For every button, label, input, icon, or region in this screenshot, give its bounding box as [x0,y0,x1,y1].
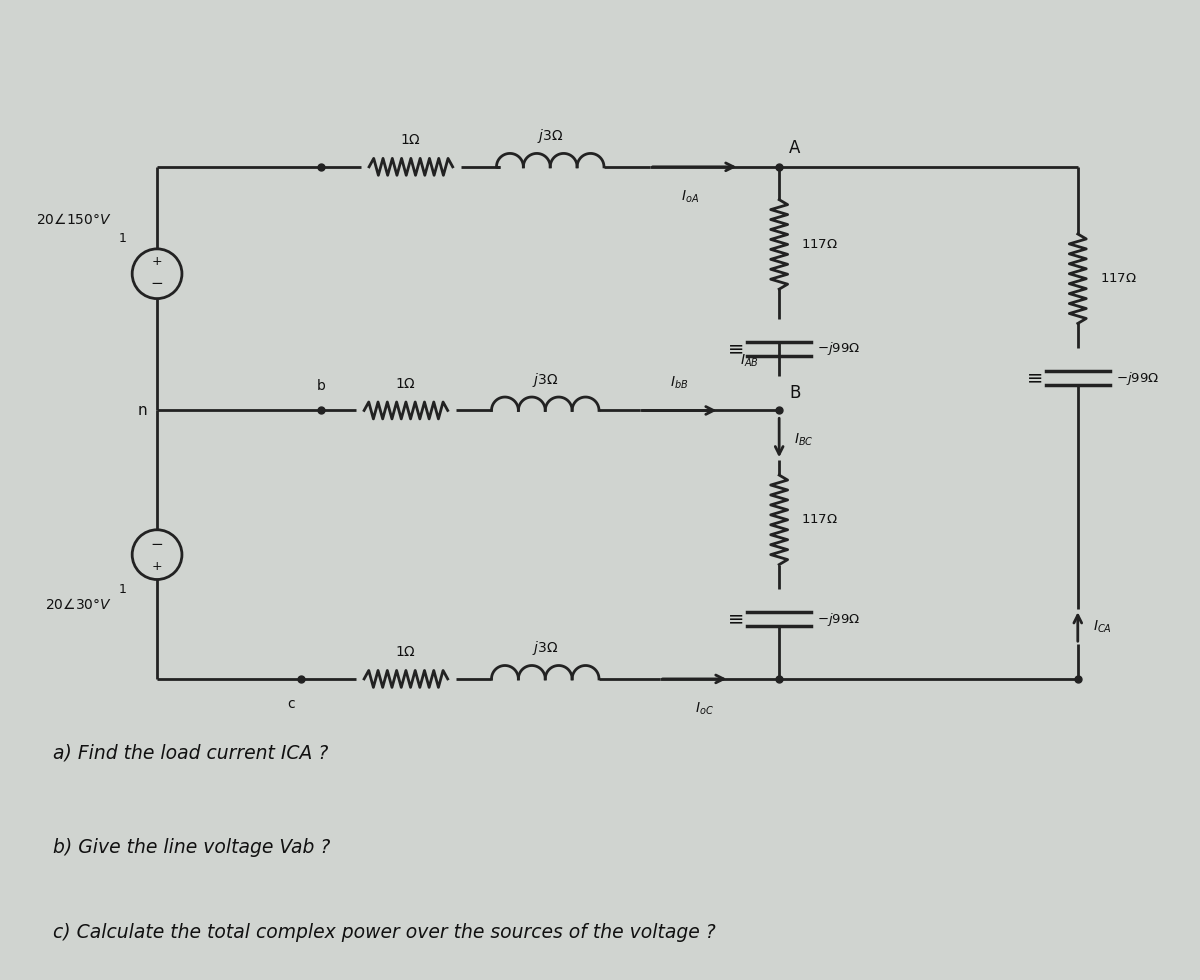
Text: A: A [790,139,800,157]
Text: $I_{oC}$: $I_{oC}$ [695,701,714,717]
Text: $117\Omega$: $117\Omega$ [802,514,838,526]
Text: c: c [288,697,295,710]
Text: $1\Omega$: $1\Omega$ [401,133,421,147]
Text: $\equiv$: $\equiv$ [725,610,744,629]
Text: B: B [790,384,800,403]
Text: $1\Omega$: $1\Omega$ [396,376,416,391]
Text: $I_{BC}$: $I_{BC}$ [794,432,814,449]
Text: n: n [138,403,148,417]
Text: b) Give the line voltage Vab ?: b) Give the line voltage Vab ? [53,838,330,858]
Text: −: − [151,276,163,291]
Text: $I_{AB}$: $I_{AB}$ [740,353,760,368]
Text: 1: 1 [119,583,126,596]
Text: $j3\Omega$: $j3\Omega$ [532,639,558,657]
Text: $j3\Omega$: $j3\Omega$ [532,370,558,389]
Text: $\equiv$: $\equiv$ [1022,368,1043,388]
Text: −: − [151,537,163,552]
Text: $1\Omega$: $1\Omega$ [396,645,416,659]
Text: 1: 1 [119,232,126,245]
Text: b: b [317,378,325,393]
Text: $117\Omega$: $117\Omega$ [802,238,838,251]
Text: c) Calculate the total complex power over the sources of the voltage ?: c) Calculate the total complex power ove… [53,922,715,942]
Text: $j3\Omega$: $j3\Omega$ [538,127,564,145]
Text: +: + [151,256,162,269]
Text: +: + [151,560,162,573]
Text: $20\angle30°V$: $20\angle30°V$ [46,597,113,612]
Text: $I_{oA}$: $I_{oA}$ [680,189,698,205]
Text: $I_{bB}$: $I_{bB}$ [671,374,689,391]
Text: $-j99\Omega$: $-j99\Omega$ [817,340,860,358]
Text: $\equiv$: $\equiv$ [725,339,744,359]
Text: $-j99\Omega$: $-j99\Omega$ [1116,369,1159,387]
Text: $-j99\Omega$: $-j99\Omega$ [817,611,860,628]
Text: a) Find the load current ICA ?: a) Find the load current ICA ? [53,744,328,762]
Text: $20\angle150°V$: $20\angle150°V$ [36,212,113,226]
Text: $I_{CA}$: $I_{CA}$ [1093,619,1111,635]
Text: $117\Omega$: $117\Omega$ [1099,272,1136,285]
